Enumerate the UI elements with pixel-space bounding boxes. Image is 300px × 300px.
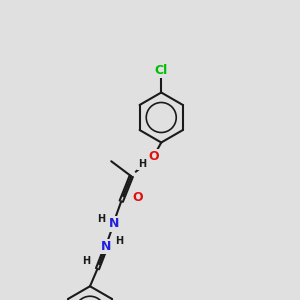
- Text: Cl: Cl: [154, 64, 168, 76]
- Text: O: O: [148, 150, 159, 163]
- Text: H: H: [97, 214, 105, 224]
- Text: H: H: [115, 236, 123, 246]
- Text: N: N: [101, 240, 111, 253]
- Text: H: H: [138, 159, 147, 169]
- Text: O: O: [132, 191, 143, 204]
- Text: H: H: [82, 256, 90, 266]
- Text: N: N: [109, 217, 119, 230]
